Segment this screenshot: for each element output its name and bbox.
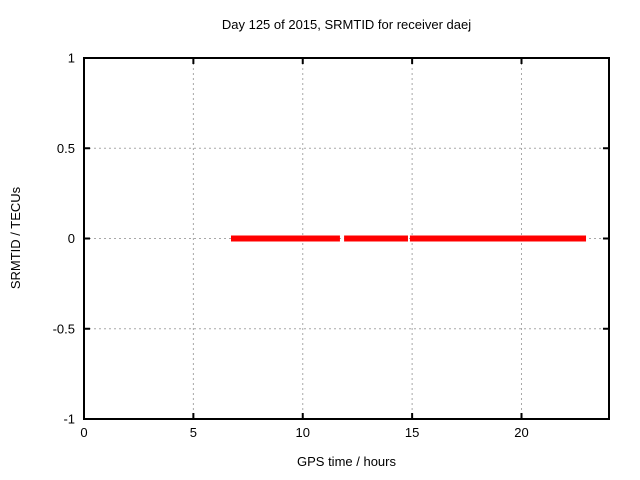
y-tick-label: 1 [68,51,75,66]
y-axis-label: SRMTID / TECUs [8,186,23,290]
plot-frame [83,57,610,420]
y-tick-label: -1 [63,412,75,427]
x-tick-label: 0 [80,425,87,440]
x-tick-label: 5 [190,425,197,440]
chart-title: Day 125 of 2015, SRMTID for receiver dae… [221,17,472,32]
y-tick-label: 0 [68,231,75,246]
x-tick-label: 15 [405,425,419,440]
x-tick-label: 20 [514,425,528,440]
x-tick-label: 10 [296,425,310,440]
x-axis-label: GPS time / hours [297,454,396,469]
y-tick-label: 0.5 [57,141,75,156]
y-tick-label: -0.5 [53,321,75,336]
